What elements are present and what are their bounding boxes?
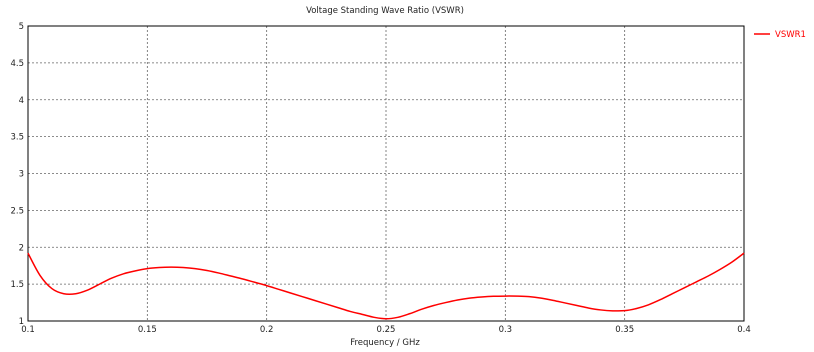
y-tick-label-5: 3.5: [10, 133, 24, 143]
x-tick-label-3: 0.25: [377, 325, 396, 335]
y-tick-label-0: 1: [19, 317, 24, 327]
y-tick-label-8: 5: [19, 22, 24, 32]
x-tick-label-5: 0.35: [615, 325, 634, 335]
x-tick-label-2: 0.2: [260, 325, 274, 335]
y-tick-label-3: 2.5: [10, 206, 24, 216]
x-tick-label-1: 0.15: [138, 325, 157, 335]
series-line-vswr1: [27, 252, 745, 320]
series-layer: [27, 252, 745, 320]
y-tick-label-2: 2: [19, 243, 24, 253]
legend: VSWR1: [754, 30, 806, 40]
plot-area-frame: [27, 25, 745, 322]
x-tick-label-6: 0.4: [737, 325, 751, 335]
y-tick-label-7: 4.5: [10, 59, 24, 69]
tick-labels: 0.1 0.15 0.2 0.25 0.3 0.35 0.4 1 1.5 2 2.5 3 3.5 4 4.5…: [10, 22, 750, 335]
grid: [28, 26, 744, 321]
y-tick-label-1: 1.5: [10, 280, 24, 290]
legend-label-vswr1: VSWR1: [775, 30, 806, 40]
y-tick-label-4: 3: [19, 170, 24, 180]
x-tick-label-4: 0.3: [499, 325, 513, 335]
chart-title: Voltage Standing Wave Ratio (VSWR): [306, 6, 464, 16]
x-tick-label-0: 0.1: [21, 325, 35, 335]
x-axis-title: Frequency / GHz: [350, 338, 420, 348]
y-tick-label-6: 4: [19, 96, 24, 106]
